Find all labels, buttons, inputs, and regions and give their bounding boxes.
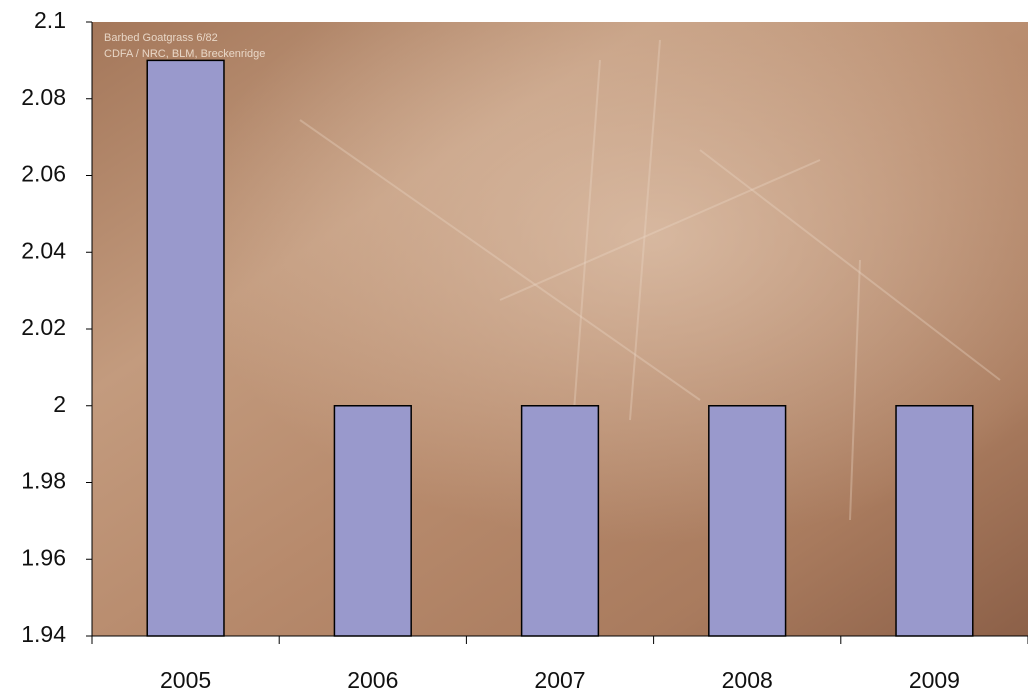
x-tick-label: 2007 [534, 667, 585, 693]
photo-background [92, 22, 1028, 636]
bar [895, 405, 974, 637]
bar [333, 405, 412, 637]
bar [708, 405, 787, 637]
y-tick-label: 2.1 [34, 7, 66, 33]
y-tick-label: 1.96 [21, 544, 66, 570]
y-tick-label: 1.98 [21, 468, 66, 494]
y-tick-label: 2.04 [21, 237, 66, 263]
y-tick-label: 2 [53, 391, 66, 417]
bar [520, 405, 600, 637]
photo-caption: CDFA / NRC, BLM, Breckenridge [104, 48, 265, 60]
x-tick-label: 2005 [160, 667, 211, 693]
y-tick-label: 2.02 [21, 314, 66, 340]
y-tick-label: 1.94 [21, 621, 66, 647]
bar [146, 59, 225, 637]
photo-caption: Barbed Goatgrass 6/82 [104, 32, 218, 44]
y-tick-label: 2.08 [21, 84, 66, 110]
x-tick-label: 2008 [722, 667, 773, 693]
x-tick-label: 2009 [909, 667, 960, 693]
x-tick-label: 2006 [347, 667, 398, 693]
y-tick-label: 2.06 [21, 161, 66, 187]
